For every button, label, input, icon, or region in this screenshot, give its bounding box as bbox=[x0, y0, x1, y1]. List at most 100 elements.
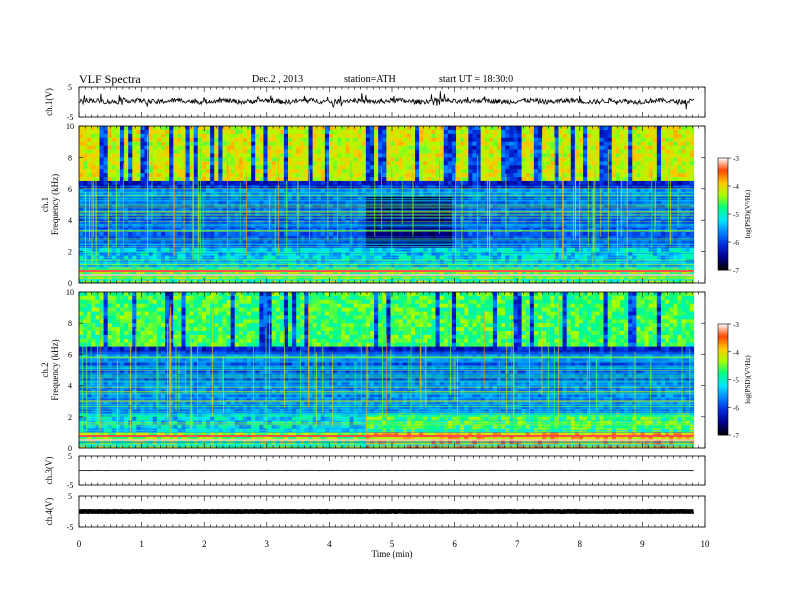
ch1-spectrogram-cell bbox=[476, 133, 482, 139]
ch1-spectrogram-cell bbox=[119, 251, 125, 256]
ch1-spectrogram-cell bbox=[283, 145, 289, 150]
ch1-spectrogram-cell bbox=[206, 161, 211, 166]
ch1-spectrogram-cell bbox=[87, 157, 92, 162]
ch1-spectrogram-cell bbox=[357, 153, 363, 158]
ch1-spectrogram-cell bbox=[587, 243, 592, 249]
ch1-spectrogram-cell bbox=[263, 137, 268, 143]
ch1-spectrogram-cell bbox=[538, 251, 543, 256]
ch1-spectrogram-cell bbox=[238, 129, 244, 135]
ch1-spectrogram-cell bbox=[517, 271, 523, 276]
ch1-spectrogram-cell bbox=[328, 192, 334, 198]
ch1-spectrogram-cell bbox=[349, 177, 354, 182]
ch1-spectrogram-cell bbox=[369, 153, 375, 158]
ch1-spectrogram-cell bbox=[148, 231, 154, 237]
ch1-spectrogram-cell bbox=[353, 188, 359, 194]
ch1-spectrogram-cell bbox=[427, 129, 432, 135]
ch1-spectrogram-cell bbox=[550, 129, 555, 135]
ch1-spectrogram-cell bbox=[140, 173, 145, 178]
ch1-spectrogram-cell bbox=[148, 243, 154, 249]
ch1-spectrogram-cell bbox=[513, 192, 518, 198]
ch1-spectrogram-cell bbox=[472, 153, 477, 158]
ch1-spectrogram-cell bbox=[226, 129, 232, 135]
ch1-spectrogram-cell bbox=[288, 173, 293, 178]
ch1-spectrogram-cell bbox=[115, 235, 121, 241]
ch1-spectrogram-cell bbox=[119, 235, 125, 241]
ch1-spectrogram-cell bbox=[263, 126, 268, 131]
ch1-spectrogram-cell bbox=[435, 145, 441, 150]
ch1-spectrogram-cell bbox=[279, 145, 285, 150]
ch1-spectrogram-cell bbox=[169, 145, 174, 150]
ch1-spectrogram-cell bbox=[214, 188, 219, 194]
ch1-spectrogram-cell bbox=[583, 231, 588, 237]
ch1-spectrogram-cell bbox=[542, 173, 547, 178]
ch1-spectrogram-cell bbox=[124, 220, 129, 225]
ch1-spectrogram-cell bbox=[193, 212, 199, 217]
ch1-spectrogram-cell bbox=[210, 279, 215, 284]
ch1-spectrogram-cell bbox=[193, 137, 199, 143]
ch1-spectrogram-cell bbox=[501, 192, 506, 198]
ch1-spectrogram-cell bbox=[115, 247, 121, 253]
ch1-spectrogram-cell bbox=[501, 251, 506, 256]
ch1-spectrogram-cell bbox=[419, 231, 424, 237]
ch1-spectrogram-cell bbox=[361, 192, 367, 198]
ch1-spectrogram-cell bbox=[156, 251, 162, 256]
ch1-spectrogram-cell bbox=[107, 129, 113, 135]
ch1-spectrogram-cell bbox=[312, 231, 318, 237]
ch1-spectrogram-cell bbox=[341, 137, 346, 143]
ch1-spectrogram-cell bbox=[529, 243, 535, 249]
ch1-spectrogram-cell bbox=[529, 247, 535, 253]
ch1-spectrogram-cell bbox=[513, 157, 518, 162]
ch1-spectrogram-cell bbox=[312, 149, 318, 154]
ch1-spectrogram-cell bbox=[394, 243, 400, 249]
ch1-spectrogram-cell bbox=[132, 169, 137, 174]
ch1-spectrogram-cell bbox=[136, 247, 141, 253]
ch1-spectrogram-cell bbox=[201, 188, 207, 194]
ch1-spectrogram-cell bbox=[447, 169, 453, 174]
ch1-spectrogram-cell bbox=[255, 235, 260, 241]
ch1-spectrogram-cell bbox=[300, 247, 305, 253]
ch1-spectrogram-cell bbox=[394, 133, 400, 139]
ch1-spectrogram-cell bbox=[583, 220, 588, 225]
ch1-spectrogram-cell bbox=[267, 231, 273, 237]
ch1-spectrogram-cell bbox=[91, 149, 96, 154]
ch1-spectrogram-cell bbox=[501, 271, 506, 276]
ch1-spectrogram-cell bbox=[271, 177, 277, 182]
ch1-spectrogram-cell bbox=[451, 141, 457, 147]
ch1-spectrogram-cell bbox=[484, 129, 490, 135]
ch1-spectrogram-cell bbox=[87, 180, 92, 186]
ch1-spectrogram-cell bbox=[103, 141, 109, 147]
ch1-spectrogram-cell bbox=[562, 133, 568, 139]
ch1-spectrogram-cell bbox=[542, 180, 547, 186]
ch1-spectrogram-cell bbox=[468, 180, 473, 186]
ch1-spectrogram-cell bbox=[107, 247, 113, 253]
ch1-spectrogram-cell bbox=[431, 177, 436, 182]
ch1-spectrogram-cell bbox=[119, 165, 125, 170]
ch1-spectrogram-cell bbox=[107, 126, 113, 131]
ch1-spectrogram-cell bbox=[583, 235, 588, 241]
ch1-spectrogram-cell bbox=[583, 177, 588, 182]
ch1-spectrogram-cell bbox=[521, 149, 527, 154]
ch1-spectrogram-cell bbox=[136, 259, 141, 264]
ch1-spectrogram-cell bbox=[497, 220, 502, 225]
ch1-spectrogram-cell bbox=[361, 157, 367, 162]
ch1-spectrogram-cell bbox=[476, 231, 482, 237]
ch1-spectrogram-cell bbox=[169, 188, 174, 194]
ch1-spectrogram-cell bbox=[83, 157, 88, 162]
ch1-spectrogram-cell bbox=[398, 231, 404, 237]
ch1-spectrogram-cell bbox=[574, 169, 580, 174]
ch1-spectrogram-cell bbox=[115, 169, 121, 174]
ch1-spectrogram-cell bbox=[312, 271, 318, 276]
ch1-spectrogram-cell bbox=[476, 173, 482, 178]
ch1-spectrogram-cell bbox=[337, 165, 342, 170]
ch1-spectrogram-cell bbox=[550, 231, 555, 237]
ch1-spectrogram-cell bbox=[509, 137, 514, 143]
ch1-spectrogram-cell bbox=[431, 243, 436, 249]
ch1-spectrogram-cell bbox=[410, 149, 416, 154]
ch1-spectrogram-cell bbox=[517, 173, 523, 178]
ch1-spectrogram-cell bbox=[259, 243, 264, 249]
ch1-spectrogram-cell bbox=[124, 247, 129, 253]
ch1-spectrogram-cell bbox=[201, 145, 207, 150]
ch1-spectrogram-cell bbox=[390, 220, 395, 225]
ch1-spectrogram-cell bbox=[140, 251, 145, 256]
ch1-spectrogram-cell bbox=[472, 165, 477, 170]
